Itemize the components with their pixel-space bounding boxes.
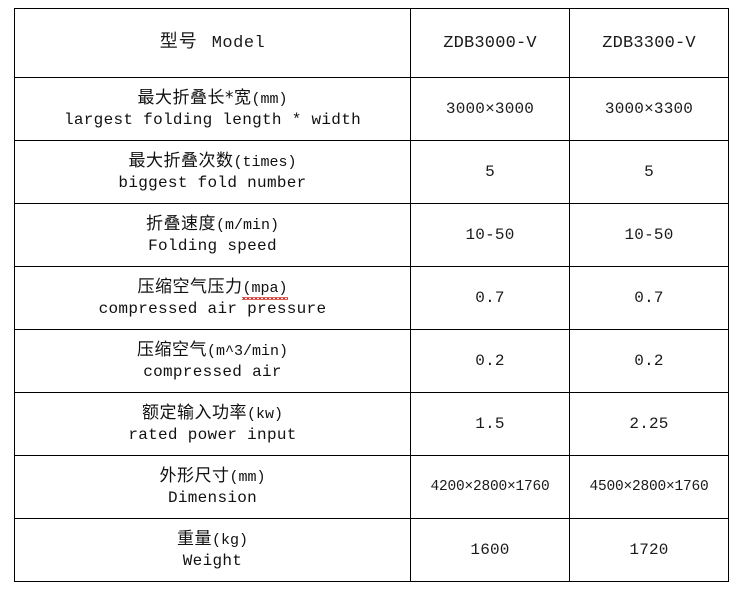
row-label-unit: (kw) (246, 406, 283, 424)
row-label-unit: (mm) (251, 91, 288, 109)
row-label-en: Weight (182, 551, 243, 570)
row-label-cell: 额定输入功率(kw) rated power input (14, 392, 411, 456)
row-label-cell: 压缩空气(m^3/min) compressed air (14, 329, 411, 393)
specification-table-container: 型号 Model ZDB3000-V ZDB3300-V 最大折叠长*宽(mm) … (14, 8, 729, 582)
row-label-cn: 最大折叠次数(times) (128, 151, 297, 172)
row-value-model-a: 3000×3000 (410, 77, 570, 141)
row-label-cn: 重量(kg) (176, 529, 248, 550)
row-value-model-b: 2.25 (569, 392, 729, 456)
table-row: 最大折叠长*宽(mm) largest folding length * wid… (14, 77, 729, 141)
specification-table: 型号 Model ZDB3000-V ZDB3300-V 最大折叠长*宽(mm) … (14, 8, 729, 582)
table-row: 额定输入功率(kw) rated power input 1.5 2.25 (14, 392, 729, 456)
row-value-model-a: 0.2 (410, 329, 570, 393)
row-label-cell: 最大折叠次数(times) biggest fold number (14, 140, 411, 204)
table-row: 压缩空气(m^3/min) compressed air 0.2 0.2 (14, 329, 729, 393)
row-label-en: largest folding length * width (63, 110, 362, 129)
row-label-cell: 最大折叠长*宽(mm) largest folding length * wid… (14, 77, 411, 141)
header-cell-model-b: ZDB3300-V (569, 8, 729, 78)
row-label-en: compressed air (143, 362, 282, 381)
row-label-cell: 折叠速度(m/min) Folding speed (14, 203, 411, 267)
row-label-en: Dimension (167, 488, 258, 507)
row-label-en: Folding speed (148, 236, 277, 255)
table-row: 折叠速度(m/min) Folding speed 10-50 10-50 (14, 203, 729, 267)
row-value-model-b: 4500×2800×1760 (569, 455, 729, 519)
row-label-cn: 压缩空气(m^3/min) (136, 340, 288, 361)
row-value-model-a: 1600 (410, 518, 570, 582)
row-label-unit-spellchecked: (mpa) (242, 280, 288, 300)
row-label-unit: (m^3/min) (206, 343, 288, 361)
row-label-cn: 折叠速度(m/min) (145, 214, 279, 235)
table-row: 最大折叠次数(times) biggest fold number 5 5 (14, 140, 729, 204)
row-value-model-a: 10-50 (410, 203, 570, 267)
row-label-unit: (mm) (229, 469, 266, 487)
row-label-cell: 重量(kg) Weight (14, 518, 411, 582)
row-label-cn: 额定输入功率(kw) (141, 403, 283, 424)
header-cell-model-a: ZDB3000-V (410, 8, 570, 78)
row-value-model-b: 0.2 (569, 329, 729, 393)
row-label-cn: 外形尺寸(mm) (159, 466, 266, 487)
row-label-cell: 压缩空气压力(mpa) compressed air pressure (14, 266, 411, 330)
row-label-cell: 外形尺寸(mm) Dimension (14, 455, 411, 519)
row-label-en: compressed air pressure (98, 299, 327, 318)
header-cell-model-label: 型号 Model (14, 8, 411, 78)
table-header-row: 型号 Model ZDB3000-V ZDB3300-V (14, 8, 729, 78)
header-label-cn: 型号 (159, 31, 198, 53)
row-value-model-a: 1.5 (410, 392, 570, 456)
row-value-model-b: 10-50 (569, 203, 729, 267)
row-value-model-b: 0.7 (569, 266, 729, 330)
row-label-cn: 最大折叠长*宽(mm) (137, 88, 288, 109)
row-label-en: rated power input (128, 425, 297, 444)
table-row: 压缩空气压力(mpa) compressed air pressure 0.7 … (14, 266, 729, 330)
row-label-unit: (m/min) (215, 217, 279, 235)
row-label-unit: (kg) (211, 532, 248, 550)
row-label-en: biggest fold number (118, 173, 307, 192)
table-row: 外形尺寸(mm) Dimension 4200×2800×1760 4500×2… (14, 455, 729, 519)
row-value-model-b: 5 (569, 140, 729, 204)
row-value-model-b: 1720 (569, 518, 729, 582)
table-row: 重量(kg) Weight 1600 1720 (14, 518, 729, 582)
row-value-model-a: 0.7 (410, 266, 570, 330)
row-label-unit: (times) (233, 154, 297, 172)
header-label-en: Model (211, 34, 266, 54)
row-label-cn: 压缩空气压力(mpa) (19, 276, 406, 299)
row-value-model-b: 3000×3300 (569, 77, 729, 141)
table-body: 型号 Model ZDB3000-V ZDB3300-V 最大折叠长*宽(mm) … (14, 8, 729, 582)
row-value-model-a: 5 (410, 140, 570, 204)
row-value-model-a: 4200×2800×1760 (410, 455, 570, 519)
